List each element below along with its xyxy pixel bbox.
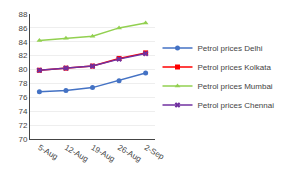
svg-text:82: 82 [18, 51, 27, 60]
svg-text:Petrol prices Kolkata: Petrol prices Kolkata [198, 63, 272, 72]
svg-text:72: 72 [18, 121, 27, 130]
svg-text:80: 80 [18, 65, 27, 74]
svg-text:5-Aug: 5-Aug [36, 143, 59, 161]
svg-text:Petrol prices Chennai: Petrol prices Chennai [198, 101, 275, 110]
svg-text:2-Sep: 2-Sep [143, 143, 166, 162]
svg-text:Petrol prices Delhi: Petrol prices Delhi [198, 44, 263, 53]
svg-text:74: 74 [18, 107, 27, 116]
svg-text:12-Aug: 12-Aug [63, 143, 90, 164]
svg-text:76: 76 [18, 93, 27, 102]
svg-text:26-Aug: 26-Aug [116, 143, 143, 164]
svg-text:84: 84 [18, 38, 27, 47]
svg-text:70: 70 [18, 135, 27, 144]
svg-text:19-Aug: 19-Aug [90, 143, 117, 164]
svg-text:78: 78 [18, 79, 27, 88]
svg-text:88: 88 [18, 10, 27, 19]
svg-text:Petrol prices Mumbai: Petrol prices Mumbai [198, 82, 273, 91]
svg-text:86: 86 [18, 24, 27, 33]
